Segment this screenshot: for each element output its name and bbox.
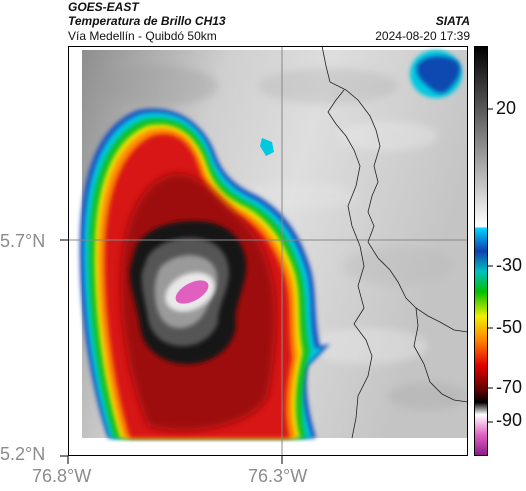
map-frame — [68, 46, 468, 456]
storm-system — [79, 108, 330, 439]
brightness-temperature-map — [68, 46, 468, 456]
colorbar-ticks — [488, 108, 493, 423]
lat-tick-label: 5.7°N — [0, 231, 46, 251]
lon-tick-label: 76.3°W — [248, 466, 308, 486]
timestamp: 2024-08-20 17:39 — [375, 29, 470, 43]
small-cyan-patch — [260, 138, 274, 156]
administrative-boundary-branch — [327, 89, 373, 439]
source-label: SIATA — [435, 14, 470, 28]
colorbar-tick-label: -50 — [496, 317, 523, 337]
satellite-name: GOES-EAST — [68, 0, 139, 14]
map-subtitle: Vía Medellín - Quibdó 50km — [68, 29, 217, 43]
cloud-texture — [98, 66, 468, 410]
product-title: Temperatura de Brillo CH13 — [68, 14, 226, 28]
storm-cold-core — [175, 280, 209, 304]
colorbar-tick-label: -30 — [496, 255, 523, 275]
colorbar-tick-label: 20 — [496, 98, 517, 118]
colorbar-tick-label: -90 — [496, 410, 523, 430]
colorbar — [474, 46, 488, 456]
map-ticks — [60, 239, 283, 464]
administrative-boundary — [321, 46, 468, 333]
cold-spot-northeast-blue — [416, 56, 461, 93]
lat-tick-label: 5.2°N — [0, 444, 46, 464]
lon-tick-label: 76.8°W — [32, 466, 92, 486]
colorbar-tick-label: -70 — [496, 377, 523, 397]
administrative-boundary-east — [413, 307, 468, 403]
